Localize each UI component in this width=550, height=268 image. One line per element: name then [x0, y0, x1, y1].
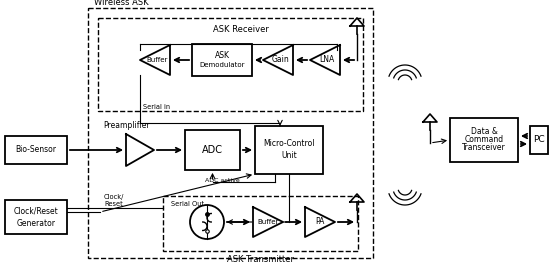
Polygon shape	[140, 45, 170, 75]
Text: Data &: Data &	[471, 128, 497, 136]
Text: Demodulator: Demodulator	[199, 62, 245, 68]
Text: Buffer: Buffer	[146, 57, 168, 63]
Bar	[5, 200, 67, 234]
Polygon shape	[253, 207, 283, 237]
Text: Unit: Unit	[281, 151, 297, 161]
Text: LNA: LNA	[320, 55, 334, 65]
Text: ADC active: ADC active	[205, 178, 239, 183]
Text: ASK Transmitter: ASK Transmitter	[227, 255, 294, 264]
Polygon shape	[305, 207, 335, 237]
Text: Transceiver: Transceiver	[462, 143, 506, 152]
Text: Command: Command	[464, 136, 504, 144]
Text: Bio-Sensor: Bio-Sensor	[15, 146, 57, 154]
Bar	[98, 18, 363, 111]
Bar	[88, 8, 373, 258]
Text: PC: PC	[533, 136, 545, 144]
Bar	[530, 126, 548, 154]
Polygon shape	[263, 45, 293, 75]
Text: Clock/: Clock/	[104, 194, 124, 200]
Text: Reset: Reset	[104, 201, 123, 207]
Polygon shape	[310, 45, 340, 75]
Text: ASK Receiver: ASK Receiver	[212, 25, 268, 34]
Text: Wireless ASK: Wireless ASK	[94, 0, 148, 7]
Text: Buffer: Buffer	[257, 219, 279, 225]
Bar	[5, 136, 67, 164]
Text: Preamplifier: Preamplifier	[103, 121, 150, 130]
Text: Clock/Reset: Clock/Reset	[14, 207, 58, 215]
Text: Micro-Control: Micro-Control	[263, 140, 315, 148]
Text: PA: PA	[315, 218, 324, 226]
Bar	[192, 44, 252, 76]
Text: Serial in: Serial in	[143, 104, 170, 110]
Text: ADC: ADC	[202, 145, 223, 155]
Text: ASK: ASK	[214, 50, 229, 59]
Polygon shape	[126, 134, 154, 166]
Bar	[163, 196, 358, 251]
Text: Gain: Gain	[271, 55, 289, 65]
Bar	[450, 118, 518, 162]
Bar	[185, 130, 240, 170]
Bar	[255, 126, 323, 174]
Text: Generator: Generator	[16, 218, 56, 228]
Text: Serial Out: Serial Out	[171, 201, 204, 207]
